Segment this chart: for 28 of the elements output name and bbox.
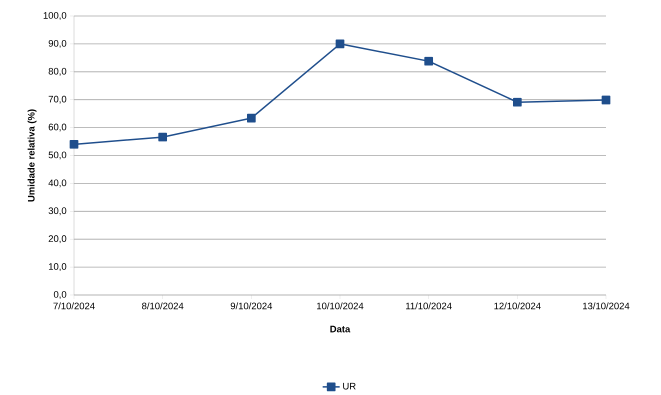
y-tick-label: 60,0 bbox=[48, 124, 66, 132]
x-tick-label: 8/10/2024 bbox=[142, 302, 184, 310]
point bbox=[424, 56, 434, 66]
x-tick-label: 10/10/2024 bbox=[317, 302, 364, 310]
y-axis-title: Umidade relativa (%) bbox=[28, 110, 36, 202]
point bbox=[70, 140, 78, 149]
y-tick-label: 20,0 bbox=[48, 235, 66, 244]
y-tick-label: 100,0 bbox=[44, 12, 66, 20]
y-tick-label: 70,0 bbox=[48, 96, 66, 104]
point bbox=[336, 40, 344, 48]
x-tick-label: 9/10/2024 bbox=[230, 302, 272, 310]
y-tick-label: 30,0 bbox=[48, 207, 66, 216]
x-axis-title: Data bbox=[330, 326, 350, 333]
x-tick-label: 7/10/2024 bbox=[53, 302, 95, 310]
x-tick-label: 11/10/2024 bbox=[406, 302, 452, 310]
y-tick-label: 90,0 bbox=[48, 40, 66, 48]
point bbox=[246, 114, 256, 123]
y-tick-label: 40,0 bbox=[48, 180, 66, 188]
y-tick-label: 80,0 bbox=[48, 68, 66, 76]
y-tick-label: 0,0 bbox=[54, 291, 66, 300]
legend-label: UR bbox=[343, 382, 356, 390]
x-tick-label: 12/10/2024 bbox=[494, 302, 541, 310]
point bbox=[512, 98, 522, 107]
x-tick-label: 13/10/2024 bbox=[583, 302, 630, 310]
point bbox=[602, 96, 610, 104]
point bbox=[158, 132, 168, 142]
y-tick-label: 50,0 bbox=[48, 152, 66, 160]
y-tick-label: 10,0 bbox=[48, 263, 66, 272]
